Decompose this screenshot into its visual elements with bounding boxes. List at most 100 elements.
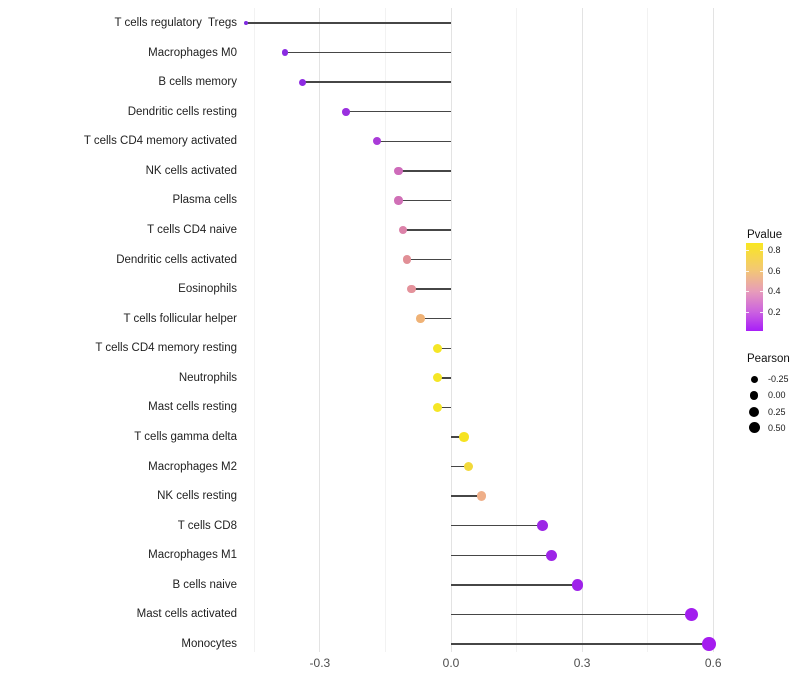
y-axis-label: Macrophages M1 (148, 549, 237, 562)
y-axis-label: Dendritic cells activated (116, 253, 237, 266)
y-axis-label: T cells follicular helper (123, 312, 237, 325)
data-point (416, 314, 425, 323)
y-axis-label: T cells regulatory Tregs (114, 17, 237, 29)
x-axis-tick-label: 0.6 (704, 656, 722, 670)
y-axis-label: B cells memory (158, 76, 237, 89)
data-point (403, 255, 412, 264)
y-axis-label: T cells gamma delta (134, 430, 237, 443)
lollipop-stem (451, 465, 469, 468)
pearson-legend-dot (748, 422, 760, 434)
data-point (394, 196, 403, 205)
pearson-legend-dot (749, 390, 759, 400)
lollipop-stem (411, 288, 451, 290)
y-axis-label: NK cells activated (145, 164, 237, 177)
colorbar-tick-label: 0.6 (768, 266, 781, 276)
y-axis-label: Monocytes (181, 637, 237, 650)
pearson-legend-title: Pearson (747, 353, 790, 365)
x-axis-tick-label: -0.3 (309, 656, 331, 670)
major-gridline (319, 8, 321, 652)
pearson-legend-label: 0.25 (768, 406, 786, 417)
y-axis-label: Macrophages M0 (148, 46, 237, 59)
data-point (398, 225, 408, 235)
data-point (546, 549, 557, 561)
lollipop-stem (451, 436, 465, 438)
x-axis-tick-label: 0.0 (442, 656, 460, 670)
colorbar-tick-label: 0.4 (768, 286, 781, 296)
lollipop-stem (437, 406, 451, 409)
lollipop-stem (376, 140, 451, 142)
data-point (476, 491, 487, 502)
lollipop-stem (407, 258, 451, 261)
y-axis-label: Mast cells resting (148, 401, 237, 414)
data-point (372, 137, 381, 146)
colorbar-tick-mark (746, 312, 749, 313)
minor-gridline (647, 8, 649, 652)
colorbar-tick-label: 0.2 (768, 307, 781, 317)
data-point (394, 166, 403, 175)
y-axis-label: Plasma cells (172, 194, 237, 207)
pvalue-colorbar (746, 243, 763, 331)
x-axis-tick-label: 0.3 (573, 656, 591, 670)
pearson-legend-dot (750, 375, 758, 383)
lollipop-stem (437, 377, 451, 379)
colorbar-tick-mark (760, 312, 763, 313)
y-axis-label: T cells CD4 memory resting (95, 342, 237, 355)
minor-gridline (253, 8, 255, 652)
colorbar-tick-mark (760, 291, 763, 292)
data-point (463, 461, 474, 472)
lollipop-stem (451, 613, 692, 616)
y-axis-label: T cells CD4 naive (147, 223, 237, 236)
pearson-legend-dot (749, 406, 759, 417)
y-axis-label: Eosinophils (178, 283, 237, 296)
lollipop-stem (302, 81, 451, 83)
lollipop-stem (451, 525, 543, 527)
major-gridline (581, 8, 583, 652)
lollipop-stem (346, 111, 451, 113)
data-point (298, 78, 306, 86)
pearson-legend-label: 0.50 (768, 422, 786, 433)
lollipop-stem (245, 22, 451, 24)
y-axis-label: NK cells resting (157, 490, 237, 503)
data-point (537, 520, 549, 532)
minor-gridline (516, 8, 518, 652)
data-point (433, 402, 443, 412)
lollipop-stem (451, 495, 482, 497)
y-axis-label: Macrophages M2 (148, 460, 237, 473)
lollipop-stem (437, 347, 451, 349)
data-point (281, 49, 289, 56)
data-point (433, 343, 443, 353)
lollipop-stem (398, 199, 451, 202)
lollipop-stem (451, 584, 578, 586)
pearson-legend-label: -0.25 (768, 374, 789, 384)
y-axis-label: Mast cells activated (136, 608, 237, 621)
data-point (407, 284, 416, 294)
colorbar-tick-mark (760, 271, 763, 272)
y-axis-label: T cells CD8 (177, 519, 237, 532)
colorbar-tick-mark (760, 250, 763, 251)
data-point (459, 432, 469, 442)
lollipop-stem (451, 554, 552, 556)
colorbar-tick-label: 0.8 (768, 245, 781, 255)
data-point (684, 607, 699, 622)
minor-gridline (384, 8, 386, 652)
lollipop-stem (402, 229, 451, 231)
lollipop-stem (451, 643, 709, 645)
lollipop-stem (284, 51, 451, 54)
y-axis-label: B cells naive (172, 578, 237, 591)
data-point (701, 637, 716, 651)
data-point (342, 107, 350, 116)
pvalue-legend-title: Pvalue (747, 229, 783, 241)
lollipop-stem (398, 170, 451, 172)
colorbar-tick-mark (746, 291, 749, 292)
data-point (571, 579, 584, 591)
y-axis-label: Neutrophils (178, 371, 237, 384)
colorbar-tick-mark (746, 250, 749, 251)
major-gridline (450, 8, 452, 652)
y-axis-label: Dendritic cells resting (127, 105, 237, 118)
data-point (433, 373, 443, 383)
major-gridline (712, 8, 714, 652)
lollipop-stem (420, 318, 451, 320)
pearson-legend-label: 0.00 (768, 390, 786, 401)
data-point (243, 21, 248, 25)
